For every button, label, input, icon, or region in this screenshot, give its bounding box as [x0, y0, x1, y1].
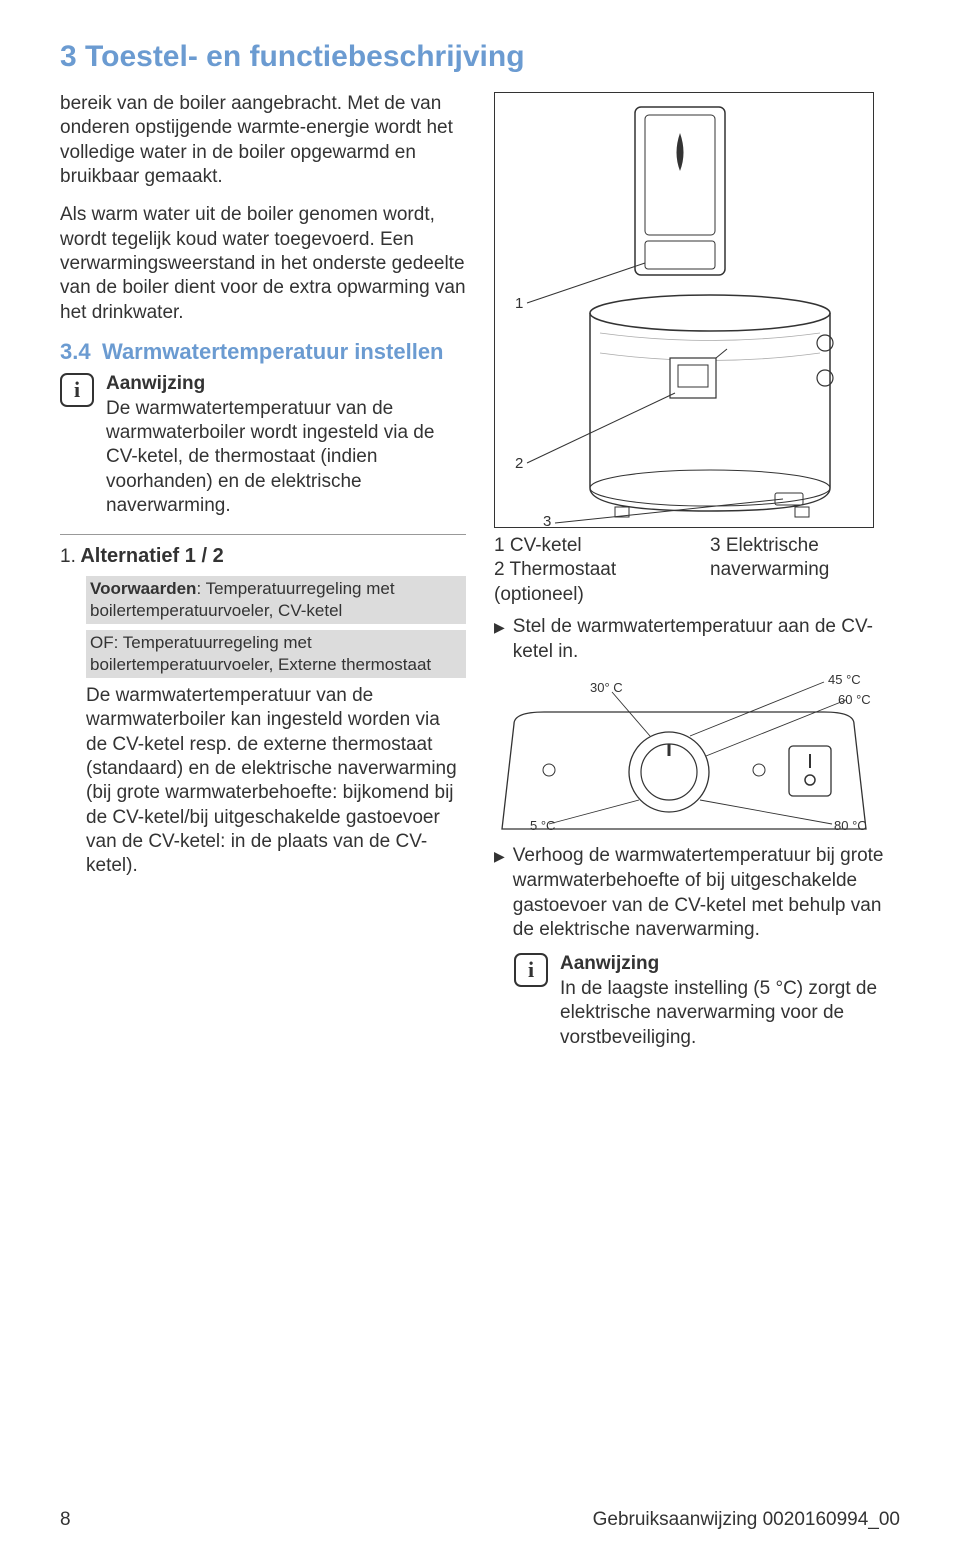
info-title: Aanwijzing — [106, 373, 466, 395]
section-title: Warmwatertemperatuur instellen — [102, 339, 444, 365]
section-3-4-heading: 3.4 Warmwatertemperatuur instellen — [60, 339, 466, 365]
control-panel-svg — [494, 674, 874, 834]
step-number: 1. — [60, 546, 76, 567]
info-text: In de laagste instelling (5 °C) zorgt de… — [560, 977, 900, 1050]
page-number: 8 — [60, 1509, 71, 1531]
temp-45: 45 °C — [828, 672, 861, 687]
page-footer: 8 Gebruiksaanwijzing 0020160994_00 — [60, 1509, 900, 1531]
legend-2: 2 Thermostaat (optioneel) — [494, 558, 684, 607]
info-note-2: i Aanwijzing In de laagste instelling (5… — [514, 953, 900, 1050]
temp-60: 60 °C — [838, 692, 871, 707]
intro-para-2: Als warm water uit de boiler genomen wor… — [60, 203, 466, 325]
info-title: Aanwijzing — [560, 953, 900, 975]
step-title: Alternatief 1 / 2 — [80, 545, 223, 567]
callout-2: 2 — [515, 455, 523, 472]
two-column-layout: bereik van de boiler aangebracht. Met de… — [60, 92, 900, 1066]
legend-1: 1 CV-ketel — [494, 534, 684, 558]
boiler-svg — [495, 93, 873, 527]
step-body: De warmwatertemperatuur van de warmwater… — [86, 684, 466, 879]
instruction-text: Verhoog de warmwatertemperatuur bij grot… — [513, 844, 900, 943]
instruction-1: ▶ Stel de warmwatertemperatuur aan de CV… — [494, 615, 900, 664]
control-panel-diagram: 30° C 45 °C 60 °C 5 °C 80 °C — [494, 674, 874, 834]
legend-3: 3 Elektrische naverwarming — [710, 534, 900, 583]
temp-5: 5 °C — [530, 818, 555, 833]
temp-30: 30° C — [590, 680, 623, 695]
info-icon: i — [514, 953, 548, 987]
right-column: 1 2 3 1 CV-ketel 2 Thermostaat (optionee… — [494, 92, 900, 1066]
callout-1: 1 — [515, 295, 523, 312]
condition-box-1: Voorwaarden: Temperatuurregeling met boi… — [86, 576, 466, 624]
section-number: 3.4 — [60, 339, 102, 365]
chapter-title: 3 Toestel- en functiebeschrijving — [60, 40, 900, 74]
divider — [60, 534, 466, 535]
diagram-legend: 1 CV-ketel 2 Thermostaat (optioneel) 3 E… — [494, 534, 900, 607]
boiler-diagram: 1 2 3 — [494, 92, 874, 528]
intro-para-1: bereik van de boiler aangebracht. Met de… — [60, 92, 466, 189]
info-text: De warmwatertemperatuur van de warmwater… — [106, 397, 466, 519]
callout-3: 3 — [543, 513, 551, 530]
temp-80: 80 °C — [834, 818, 867, 833]
condition-box-2: OF: Temperatuurregeling met boilertemper… — [86, 630, 466, 678]
doc-ref: Gebruiksaanwijzing 0020160994_00 — [593, 1509, 900, 1531]
instruction-2: ▶ Verhoog de warmwatertemperatuur bij gr… — [494, 844, 900, 943]
triangle-bullet-icon: ▶ — [494, 615, 505, 664]
instruction-text: Stel de warmwatertemperatuur aan de CV-k… — [513, 615, 900, 664]
info-icon: i — [60, 373, 94, 407]
left-column: bereik van de boiler aangebracht. Met de… — [60, 92, 466, 1066]
condition-label: Voorwaarden — [90, 579, 196, 598]
triangle-bullet-icon: ▶ — [494, 844, 505, 943]
info-note-1: i Aanwijzing De warmwatertemperatuur van… — [60, 373, 466, 519]
